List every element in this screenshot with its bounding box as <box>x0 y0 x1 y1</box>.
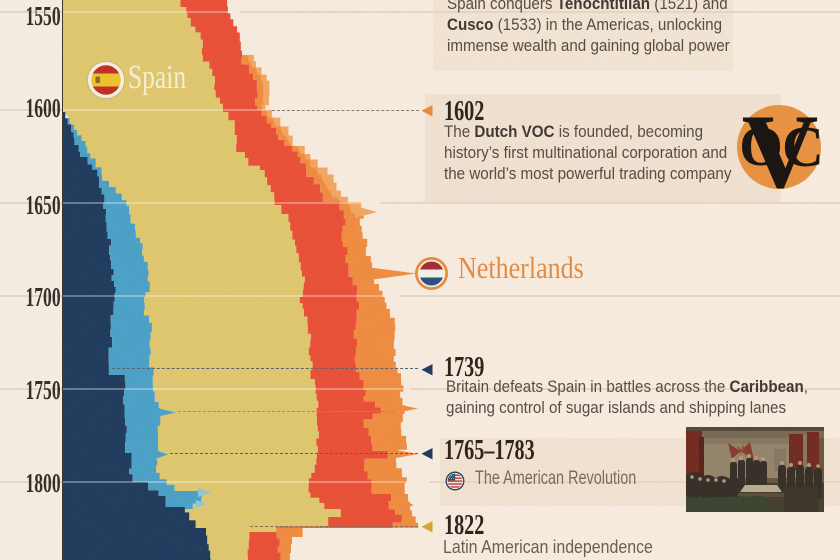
svg-text:V: V <box>742 99 819 199</box>
